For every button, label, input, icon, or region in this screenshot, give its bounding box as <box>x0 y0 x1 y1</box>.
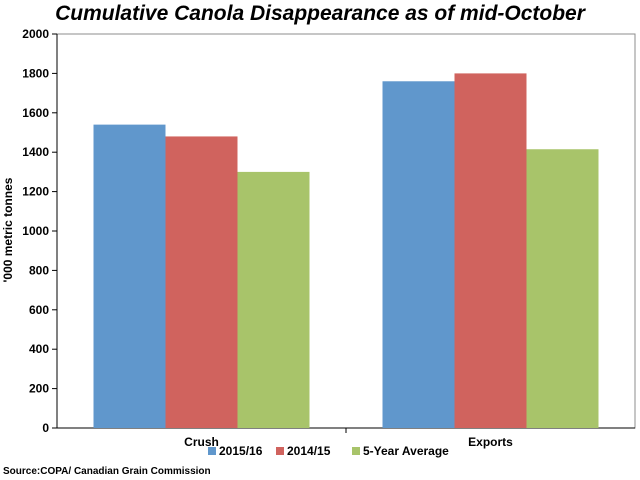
legend: 2015/16 2014/15 5-Year Average <box>208 444 449 458</box>
y-tick-label: 2000 <box>22 27 49 41</box>
y-axis-title: '000 metric tonnes <box>1 177 15 282</box>
x-category-label: Exports <box>468 435 513 449</box>
y-tick-label: 400 <box>29 342 49 356</box>
legend-entry: 2014/15 <box>287 444 331 458</box>
x-category-label: Crush <box>184 435 219 449</box>
y-tick-label: 1400 <box>22 145 49 159</box>
bar-crush-0 <box>93 124 166 429</box>
y-tick-labels: 0 200 400 600 800 1000 1200 1400 1600 1800 2000 <box>22 27 49 435</box>
y-tick-label: 600 <box>29 303 49 317</box>
bar-exports-1 <box>454 73 527 429</box>
y-tick-label: 1000 <box>22 224 49 238</box>
bar-exports-2 <box>526 149 599 428</box>
bar-exports-0 <box>382 81 455 428</box>
legend-swatch <box>208 447 216 455</box>
y-tick-label: 200 <box>29 382 49 396</box>
legend-entry: 5-Year Average <box>363 444 449 458</box>
legend-swatch <box>352 447 360 455</box>
y-tick-label: 800 <box>29 263 49 277</box>
bar-crush-1 <box>165 136 238 428</box>
bar-crush-2 <box>237 171 310 428</box>
x-category-labels: Crush Exports <box>184 435 513 449</box>
y-tick-label: 1200 <box>22 185 49 199</box>
chart-title: Cumulative Canola Disappearance as of mi… <box>55 2 585 25</box>
legend-entry: 2015/16 <box>219 444 263 458</box>
bars <box>93 73 599 429</box>
legend-swatch <box>276 447 284 455</box>
source-note: Source:COPA/ Canadian Grain Commission <box>3 466 211 477</box>
y-tick-label: 1600 <box>22 106 49 120</box>
y-tick-label: 0 <box>42 421 49 435</box>
y-tick-label: 1800 <box>22 66 49 80</box>
